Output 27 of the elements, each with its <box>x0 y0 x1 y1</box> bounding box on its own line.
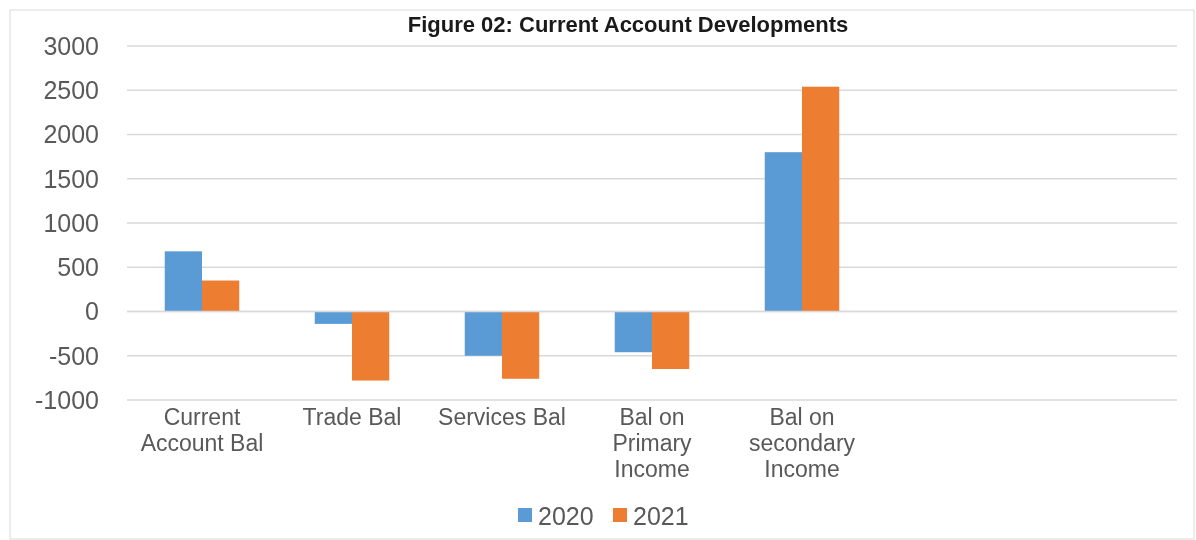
bar <box>652 311 690 370</box>
bar <box>614 311 652 353</box>
bar <box>352 311 390 381</box>
bar <box>764 152 802 312</box>
y-tick-label: 500 <box>57 253 99 281</box>
y-tick-label: 2000 <box>43 120 99 149</box>
bar <box>202 280 240 312</box>
bar <box>164 251 202 312</box>
y-tick-label: 2500 <box>43 76 99 104</box>
y-tick-label: 1500 <box>43 164 99 193</box>
x-tick-label: Bal on Primary Income <box>612 404 693 482</box>
x-tick-label: Bal on secondary Income <box>748 404 856 482</box>
legend-label: 2021 <box>633 501 689 530</box>
y-tick-label: 1000 <box>43 208 99 237</box>
legend-label: 2020 <box>538 501 594 530</box>
bar <box>464 311 502 356</box>
x-tick-label: Services Bal <box>438 404 566 430</box>
chart-title: Figure 02: Current Account Developments <box>407 12 849 37</box>
x-tick-label: Current Account Bal <box>140 404 264 456</box>
bar <box>502 311 540 379</box>
y-tick-label: -1000 <box>35 385 99 414</box>
y-tick-label: 3000 <box>43 31 99 60</box>
bar <box>314 311 352 324</box>
y-tick-label: 0 <box>85 297 99 326</box>
y-tick-label: -500 <box>48 341 99 370</box>
bar <box>802 86 840 312</box>
x-tick-label: Trade Bal <box>302 404 402 430</box>
